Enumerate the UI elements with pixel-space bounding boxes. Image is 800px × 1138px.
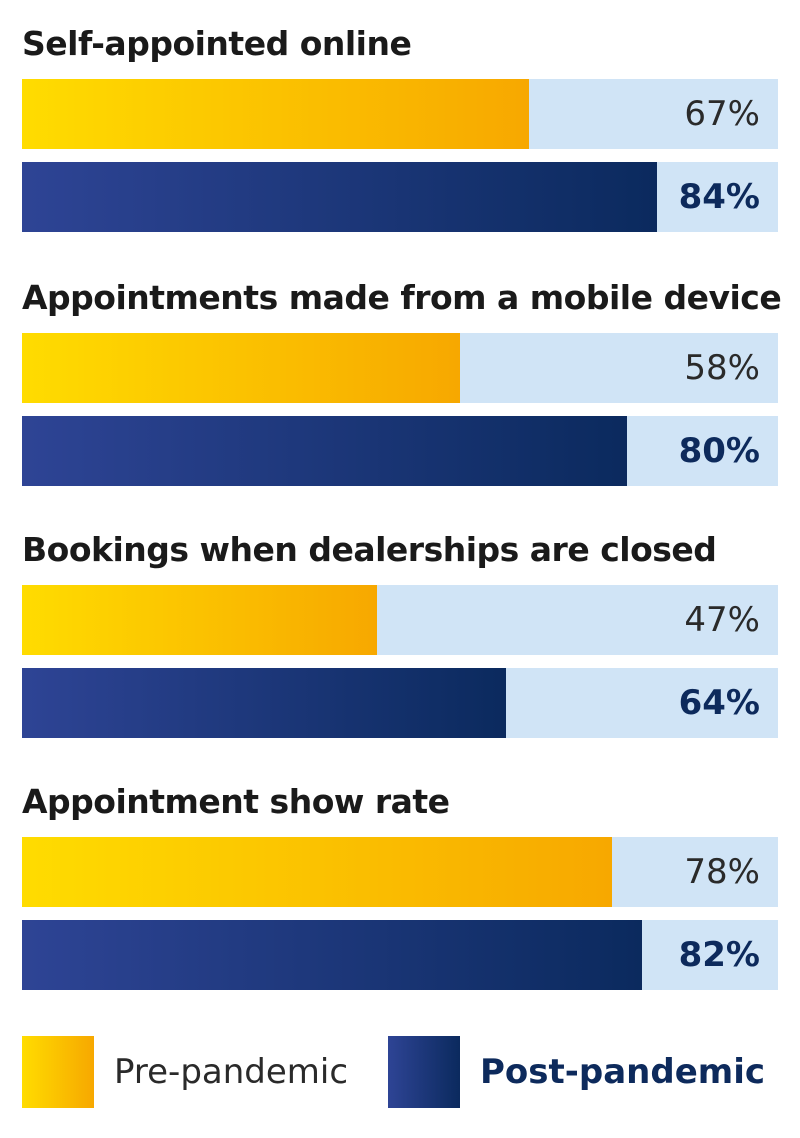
category-title: Self-appointed online	[22, 24, 412, 63]
value-label-post: 84%	[678, 177, 760, 217]
bar-post	[22, 920, 642, 990]
legend-swatch-post-pandemic	[388, 1036, 460, 1108]
bar-pre	[22, 837, 612, 907]
legend-swatch-pre-pandemic	[22, 1036, 94, 1108]
bar-track: 67%	[22, 79, 778, 149]
category-title: Appointment show rate	[22, 782, 450, 821]
value-label-post: 82%	[678, 935, 760, 975]
bar-track: 64%	[22, 668, 778, 738]
bar-post	[22, 668, 506, 738]
bar-track: 84%	[22, 162, 778, 232]
bar-pre	[22, 79, 529, 149]
bar-pre	[22, 333, 460, 403]
bar-post	[22, 416, 627, 486]
bar-track: 47%	[22, 585, 778, 655]
bar-track: 82%	[22, 920, 778, 990]
value-label-pre: 78%	[684, 852, 760, 892]
value-label-post: 80%	[678, 431, 760, 471]
category-title: Bookings when dealerships are closed	[22, 530, 717, 569]
value-label-pre: 47%	[684, 600, 760, 640]
category-title: Appointments made from a mobile device	[22, 278, 782, 317]
legend-label-post-pandemic: Post-pandemic	[480, 1052, 765, 1092]
chart-legend: Pre-pandemic Post-pandemic	[22, 1036, 778, 1108]
value-label-pre: 58%	[684, 348, 760, 388]
legend-label-pre-pandemic: Pre-pandemic	[114, 1052, 349, 1092]
bar-track: 58%	[22, 333, 778, 403]
bar-pre	[22, 585, 377, 655]
bar-post	[22, 162, 657, 232]
bar-track: 78%	[22, 837, 778, 907]
value-label-post: 64%	[678, 683, 760, 723]
value-label-pre: 67%	[684, 94, 760, 134]
bar-track: 80%	[22, 416, 778, 486]
